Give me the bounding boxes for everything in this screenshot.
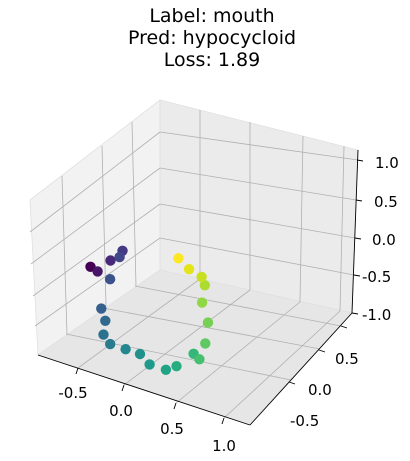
z-tick-mark [354,275,360,276]
data-point [196,272,206,282]
data-point [171,361,181,371]
z-tick-label: 0.0 [372,231,396,249]
x-tick-mark [174,403,176,409]
data-point [105,255,115,265]
z-tick-mark [355,238,361,239]
data-point [197,297,207,307]
z-tick-label: -0.5 [362,268,391,286]
y-tick-label: 0.0 [308,381,332,399]
x-tick-mark [222,418,224,424]
data-point [96,303,106,313]
data-point [114,252,124,262]
x-tick-mark [122,385,124,391]
chart-title-pred: Pred: hypocycloid [128,27,296,49]
data-point [200,338,210,348]
data-point [100,316,110,326]
data-point [184,264,194,274]
y-tick-label: 0.5 [335,350,359,368]
data-point [92,266,102,276]
x-tick-label: 0.5 [160,420,184,438]
y-tick-mark [341,326,347,328]
z-tick-mark [352,313,358,314]
z-tick-label: 0.5 [374,193,398,211]
data-point [144,359,154,369]
data-point [105,339,115,349]
z-tick-label: 1.0 [375,154,399,172]
data-point [161,365,171,375]
y-tick-mark [319,350,325,352]
z-tick-label: -1.0 [362,306,391,324]
x-tick-label: 0.0 [109,402,133,420]
data-point [203,317,213,327]
data-point [105,274,115,284]
data-point [135,349,145,359]
x-tick-label: 1.0 [212,437,236,455]
data-point [194,354,204,364]
data-point [98,329,108,339]
data-point [173,253,183,263]
x-tick-mark [76,368,78,374]
x-tick-label: -0.5 [58,384,87,402]
chart-title-loss: Loss: 1.89 [164,49,260,71]
y-tick-label: -0.5 [290,412,319,430]
chart-title-label: Label: mouth [149,5,274,27]
y-tick-mark [289,382,295,384]
z-tick-mark [356,200,362,201]
data-point [120,344,130,354]
